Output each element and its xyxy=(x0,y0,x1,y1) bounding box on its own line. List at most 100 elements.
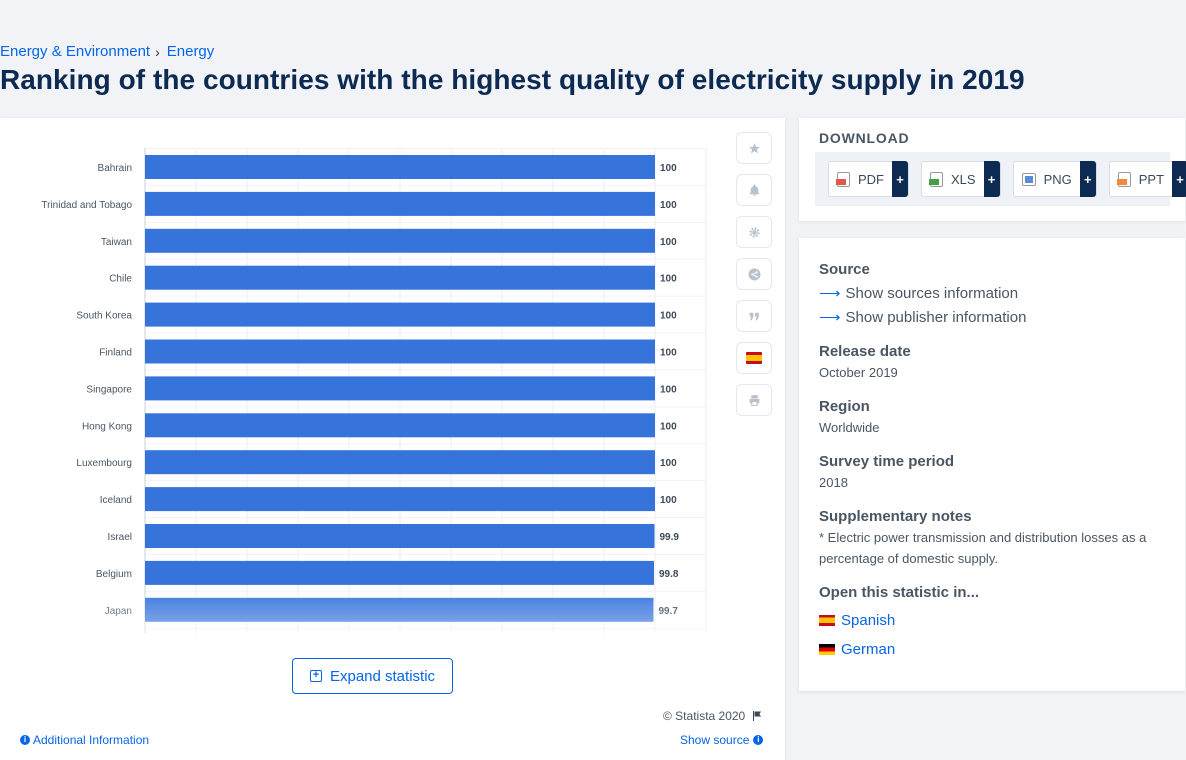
category-label: South Korea xyxy=(76,311,132,322)
copyright-text: © Statista 2020 xyxy=(663,709,746,723)
spanish-flag-icon xyxy=(746,352,762,364)
spanish-label: Spanish xyxy=(841,612,896,629)
download-ppt-button[interactable]: PPT + xyxy=(1108,161,1186,197)
share-button[interactable] xyxy=(736,258,772,290)
breadcrumb: Energy & Environment › Energy xyxy=(0,43,214,60)
png-file-icon xyxy=(1021,172,1036,186)
show-publisher-link[interactable]: ⟶ Show publisher information xyxy=(819,308,1027,327)
supplementary-notes-value: * Electric power transmission and distri… xyxy=(819,530,1147,566)
category-label: Singapore xyxy=(86,384,132,395)
download-png-plus[interactable]: + xyxy=(1079,161,1096,197)
value-label: 99.7 xyxy=(658,606,678,617)
chart-area: Bahrain 100 Trinidad and Tobago 100 Taiwan 10… xyxy=(0,118,720,648)
arrow-right-icon: ⟶ xyxy=(819,309,841,326)
download-pdf-label: PDF xyxy=(858,171,884,187)
bar xyxy=(145,376,655,401)
download-ppt-label: PPT xyxy=(1138,171,1165,187)
copyright: © Statista 2020 xyxy=(663,709,763,723)
german-flag-icon xyxy=(819,644,835,655)
download-xls-plus[interactable]: + xyxy=(983,161,1000,197)
value-label: 100 xyxy=(660,384,677,395)
bar xyxy=(145,487,655,512)
additional-information-link[interactable]: i Additional Information xyxy=(20,733,149,747)
category-label: Hong Kong xyxy=(82,421,132,432)
star-icon xyxy=(748,142,760,153)
settings-button[interactable] xyxy=(736,216,772,248)
print-icon xyxy=(749,394,759,406)
bar xyxy=(145,302,655,327)
value-label: 99.9 xyxy=(659,532,679,543)
survey-period-value: 2018 xyxy=(819,475,848,490)
bell-icon xyxy=(749,184,759,196)
spanish-flag-icon xyxy=(819,615,835,626)
cite-button[interactable] xyxy=(736,300,772,332)
download-png-label: PNG xyxy=(1043,171,1072,187)
show-sources-link[interactable]: ⟶ Show sources information xyxy=(819,284,1018,303)
download-ppt-plus[interactable]: + xyxy=(1172,161,1186,197)
download-pdf-button[interactable]: PDF + xyxy=(828,161,909,197)
notification-button[interactable] xyxy=(736,174,772,206)
download-card: DOWNLOAD PDF + XLS + PNG + PPT + xyxy=(799,118,1186,221)
page-title: Ranking of the countries with the highes… xyxy=(0,64,1025,95)
value-label: 100 xyxy=(660,348,677,359)
show-source-label: Show source xyxy=(680,733,750,747)
download-buttons: PDF + XLS + PNG + PPT + xyxy=(815,152,1186,206)
release-date-value: October 2019 xyxy=(819,365,898,380)
open-in-german-link[interactable]: German xyxy=(819,641,895,658)
download-title: DOWNLOAD xyxy=(819,130,910,146)
quote-icon xyxy=(749,312,759,320)
favorite-button[interactable] xyxy=(736,132,772,164)
expand-statistic-label: Expand statistic xyxy=(329,667,436,685)
open-in-spanish-link[interactable]: Spanish xyxy=(819,612,895,629)
source-heading: Source xyxy=(819,261,870,278)
show-publisher-label: Show publisher information xyxy=(845,308,1027,326)
value-label: 99.8 xyxy=(659,569,679,580)
german-label: German xyxy=(841,641,896,658)
breadcrumb-item-energy-environment[interactable]: Energy & Environment xyxy=(0,43,151,60)
value-label: 100 xyxy=(660,458,677,469)
value-label: 100 xyxy=(660,237,677,248)
bar xyxy=(145,191,655,216)
value-label: 100 xyxy=(660,311,677,322)
download-xls-button[interactable]: XLS + xyxy=(921,161,1001,197)
download-pdf-plus[interactable]: + xyxy=(892,161,908,197)
value-label: 100 xyxy=(660,163,677,174)
xls-file-icon xyxy=(929,171,943,187)
region-value: Worldwide xyxy=(819,420,880,435)
bar-chart: Bahrain 100 Trinidad and Tobago 100 Taiwan 10… xyxy=(41,148,707,633)
flag-report-icon[interactable] xyxy=(751,710,763,722)
category-label: Chile xyxy=(109,274,132,285)
info-icon: i xyxy=(20,735,30,745)
category-label: Israel xyxy=(108,532,132,543)
category-label: Belgium xyxy=(96,569,132,580)
additional-information-label: Additional Information xyxy=(33,733,150,747)
bar xyxy=(145,228,655,253)
category-label: Finland xyxy=(99,348,132,359)
print-button[interactable] xyxy=(736,384,772,416)
ppt-file-icon xyxy=(1116,171,1131,187)
expand-icon: + xyxy=(309,670,322,682)
bar xyxy=(145,524,655,548)
gear-icon xyxy=(748,226,760,238)
breadcrumb-item-energy[interactable]: Energy xyxy=(166,43,215,60)
category-label: Taiwan xyxy=(101,237,132,248)
category-label: Trinidad and Tobago xyxy=(41,200,132,211)
arrow-right-icon: ⟶ xyxy=(819,285,841,302)
expand-statistic-button[interactable]: + Expand statistic xyxy=(292,658,453,694)
supplementary-notes-heading: Supplementary notes xyxy=(819,508,972,525)
bar xyxy=(145,450,655,475)
pdf-file-icon xyxy=(836,171,850,187)
category-label: Japan xyxy=(105,606,132,617)
value-label: 100 xyxy=(660,495,677,506)
statistic-info-card: Source ⟶ Show sources information ⟶ Show… xyxy=(799,238,1185,691)
chart-card: Bahrain 100 Trinidad and Tobago 100 Taiwan 10… xyxy=(0,118,785,760)
value-label: 100 xyxy=(660,421,677,432)
download-png-button[interactable]: PNG + xyxy=(1012,161,1097,197)
chart-toolbar xyxy=(736,132,772,426)
spanish-version-button[interactable] xyxy=(736,342,772,374)
breadcrumb-separator: › xyxy=(155,43,160,60)
category-label: Luxembourg xyxy=(76,458,132,469)
bar xyxy=(145,413,655,438)
bar xyxy=(145,560,654,585)
show-source-link[interactable]: Show source i xyxy=(680,733,764,747)
